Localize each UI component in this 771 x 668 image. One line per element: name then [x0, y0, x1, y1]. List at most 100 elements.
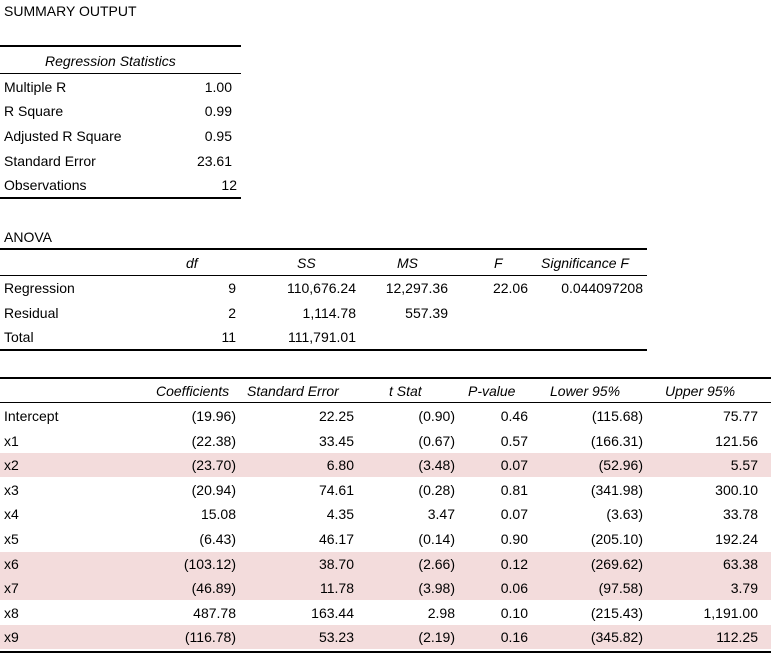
anova-title: ANOVA [4, 229, 52, 245]
coef-cell-standard-error: 74.61 [318, 482, 354, 498]
reg-stats-top-rule [0, 45, 241, 47]
reg-stats-bottom-rule [0, 197, 241, 199]
anova-header-df: df [186, 255, 198, 271]
anova-cell-ms: 557.39 [405, 305, 448, 321]
coef-cell-upper-95: 75.77 [722, 408, 758, 424]
coef-row-label: x3 [4, 482, 19, 498]
coef-cell-upper-95: 33.78 [722, 506, 758, 522]
coef-cell-p-value: 0.12 [500, 556, 528, 572]
anova-row-label: Residual [4, 305, 59, 321]
coef-row-label: x5 [4, 531, 19, 547]
anova-header-ss: SS [297, 255, 316, 271]
coef-row-label: x6 [4, 556, 19, 572]
coef-cell-lower-95: (3.63) [606, 506, 643, 522]
anova-header-ms: MS [397, 255, 418, 271]
coef-cell-lower-95: (97.58) [598, 580, 643, 596]
coef-header-tstat: t Stat [389, 383, 422, 399]
row-highlight [0, 625, 771, 649]
coef-cell-t-stat: (0.28) [418, 482, 455, 498]
coef-cell-standard-error: 11.78 [320, 580, 354, 596]
reg-stat-value: 12 [221, 177, 237, 193]
coef-cell-t-stat: (2.66) [418, 556, 455, 572]
anova-bottom-rule [0, 349, 647, 351]
coef-cell-p-value: 0.10 [500, 605, 528, 621]
coef-cell-t-stat: (0.90) [418, 408, 455, 424]
row-highlight [0, 453, 771, 477]
coef-cell-t-stat: (0.14) [418, 531, 455, 547]
coef-cell-t-stat: (0.67) [418, 433, 455, 449]
anova-top-rule [0, 248, 647, 250]
coef-cell-upper-95: 1,191.00 [703, 605, 759, 621]
anova-cell-ss: 1,114.78 [302, 305, 356, 321]
reg-stats-header-rule [0, 73, 241, 74]
coef-cell-t-stat: 3.47 [427, 506, 455, 522]
reg-stat-label: Adjusted R Square [4, 128, 122, 144]
summary-title: SUMMARY OUTPUT [4, 3, 137, 19]
coef-cell-standard-error: 163.44 [311, 605, 354, 621]
reg-stat-label: Observations [4, 177, 87, 193]
coef-cell-t-stat: (2.19) [418, 629, 455, 645]
reg-stats-header: Regression Statistics [45, 53, 176, 69]
coef-cell-standard-error: 22.25 [318, 408, 354, 424]
reg-stat-value: 0.95 [204, 128, 232, 144]
coef-cell-p-value: 0.16 [500, 629, 528, 645]
coef-cell-p-value: 0.06 [500, 580, 528, 596]
coef-cell-upper-95: 121.56 [715, 433, 758, 449]
coef-cell-upper-95: 300.10 [715, 482, 758, 498]
coef-cell-standard-error: 38.70 [318, 556, 354, 572]
reg-stat-label: R Square [4, 103, 64, 119]
anova-header-f: F [494, 255, 503, 271]
anova-cell-ss: 110,676.24 [286, 280, 356, 296]
coef-cell-lower-95: (341.98) [590, 482, 643, 498]
coef-row-label: x1 [4, 433, 19, 449]
coef-row-label: x9 [4, 629, 19, 645]
coef-cell-lower-95: (205.10) [590, 531, 643, 547]
coef-cell-lower-95: (166.31) [590, 433, 643, 449]
reg-stat-label: Multiple R [4, 79, 67, 95]
anova-cell-df: 11 [221, 329, 236, 345]
coef-cell-coefficient: (6.43) [199, 531, 236, 547]
coef-cell-lower-95: (215.43) [590, 605, 643, 621]
coef-cell-p-value: 0.57 [500, 433, 528, 449]
coef-cell-coefficient: (20.94) [191, 482, 236, 498]
row-highlight [0, 552, 771, 576]
anova-row-label: Regression [4, 280, 75, 296]
anova-cell-sigf: 0.044097208 [561, 280, 643, 296]
coef-cell-standard-error: 53.23 [318, 629, 354, 645]
coef-cell-t-stat: (3.98) [418, 580, 455, 596]
coef-row-label: x4 [4, 506, 19, 522]
coef-bottom-rule [0, 651, 771, 653]
coef-cell-coefficient: (116.78) [184, 629, 236, 645]
reg-stat-label: Standard Error [4, 153, 96, 169]
coef-cell-p-value: 0.90 [500, 531, 528, 547]
coef-cell-coefficient: (46.89) [191, 580, 236, 596]
reg-stat-value: 0.99 [204, 103, 232, 119]
coef-cell-upper-95: 192.24 [715, 531, 758, 547]
coef-cell-coefficient: (22.38) [191, 433, 236, 449]
coef-header-se: Standard Error [247, 383, 339, 399]
coef-cell-coefficient: 15.08 [200, 506, 236, 522]
coef-cell-upper-95: 3.79 [730, 580, 758, 596]
coef-cell-p-value: 0.07 [500, 457, 528, 473]
coef-header-coefficients: Coefficients [156, 383, 230, 399]
coef-cell-coefficient: 487.78 [193, 605, 236, 621]
reg-stat-value: 23.61 [196, 153, 232, 169]
coef-row-label: x8 [4, 605, 19, 621]
anova-cell-df: 9 [228, 280, 236, 296]
coef-cell-p-value: 0.81 [500, 482, 528, 498]
coef-cell-lower-95: (345.82) [590, 629, 643, 645]
coef-cell-t-stat: (3.48) [418, 457, 455, 473]
coef-cell-coefficient: (19.96) [191, 408, 236, 424]
anova-cell-ss: 111,791.01 [288, 329, 356, 345]
coef-cell-upper-95: 5.57 [730, 457, 758, 473]
anova-header-sigf: Significance F [541, 255, 629, 271]
coef-row-label: x2 [4, 457, 19, 473]
coef-header-lower: Lower 95% [550, 383, 621, 399]
coef-cell-p-value: 0.07 [500, 506, 528, 522]
coef-cell-lower-95: (115.68) [591, 408, 643, 424]
coef-cell-standard-error: 46.17 [318, 531, 354, 547]
coef-header-pvalue: P-value [468, 383, 516, 399]
coef-cell-standard-error: 4.35 [326, 506, 354, 522]
coef-top-rule [0, 377, 771, 379]
coef-cell-standard-error: 33.45 [318, 433, 354, 449]
